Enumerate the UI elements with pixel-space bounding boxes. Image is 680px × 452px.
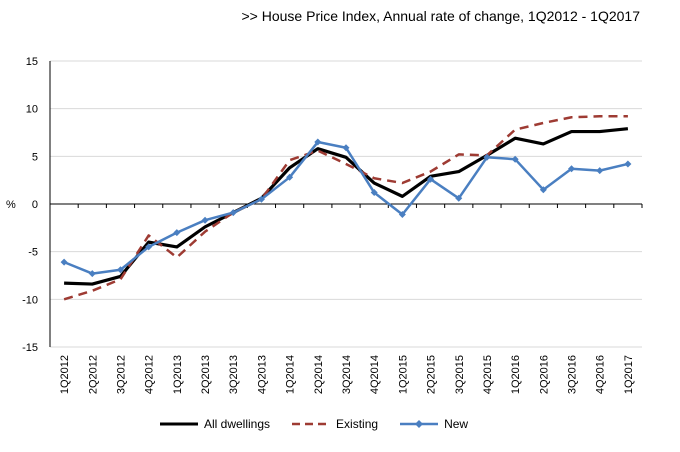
x-tick-label: 3Q2013 [228,355,240,394]
x-tick-label: 1Q2014 [285,355,297,394]
y-axis-label: % [6,199,16,211]
data-point [539,186,547,194]
x-tick-label: 2Q2012 [87,355,99,394]
x-tick-label: 3Q2015 [454,355,466,394]
series-line-all-dwellings [64,127,629,286]
x-tick-label: 4Q2013 [256,355,268,394]
data-point [596,167,604,175]
series-layer [60,115,632,301]
data-point [257,195,265,203]
legend-label-new: New [444,417,469,431]
legend-swatch-all-dwellings [160,422,198,426]
x-tick-label: 3Q2016 [567,355,579,394]
legend: All dwellings Existing New [160,417,468,431]
data-point [568,165,576,173]
x-tick-label: 2Q2016 [538,355,550,394]
x-tick-label: 1Q2013 [172,355,184,394]
legend-item-existing: Existing [292,417,378,431]
data-point [229,209,237,217]
legend-label-existing: Existing [336,417,379,431]
data-point [455,194,463,202]
data-point [173,229,181,237]
label-layer: 15 10 5 0 -5 -10 -15% 1Q2012 2Q2012 3Q2012 4Q2012 1… [6,56,635,394]
x-tick-label: 4Q2015 [482,355,494,394]
x-tick-label: 2Q2014 [313,355,325,394]
y-tick-label: -15 [22,342,38,354]
chart-title: >> House Price Index, Annual rate of cha… [241,8,641,24]
x-tick-label: 1Q2016 [510,355,522,394]
x-tick-label: 1Q2012 [59,355,71,394]
axis-layer [49,61,643,347]
y-tick-label: 0 [32,199,38,211]
data-point [314,138,322,146]
x-tick-label: 3Q2014 [341,355,353,394]
data-point [286,173,294,181]
legend-swatch-new [400,420,439,428]
data-point [342,144,350,152]
data-point [370,189,378,197]
data-point [511,155,519,163]
data-point [483,153,491,161]
data-point [88,270,96,278]
data-point [145,243,153,251]
data-point [427,175,435,183]
x-tick-label: 3Q2012 [115,355,127,394]
x-tick-label: 2Q2015 [426,355,438,394]
legend-item-all-dwellings: All dwellings [160,417,270,431]
legend-item-new: New [400,417,468,431]
x-tick-label: 1Q2017 [623,355,635,394]
data-point [398,210,406,218]
data-point [116,266,124,274]
x-tick-label: 4Q2014 [369,355,381,394]
x-tick-label: 2Q2013 [200,355,212,394]
data-point [60,258,68,266]
y-tick-label: -5 [28,247,38,259]
legend-swatch-existing [292,422,331,426]
data-point [201,216,209,224]
y-tick-label: -10 [22,294,38,306]
legend-label-all-dwellings: All dwellings [204,417,271,431]
x-tick-label: 4Q2016 [595,355,607,394]
x-tick-label: 1Q2015 [397,355,409,394]
x-tick-label: 4Q2012 [144,355,156,394]
data-point [624,160,632,168]
y-tick-label: 5 [32,151,38,163]
series-line-new [63,140,629,275]
y-tick-label: 15 [26,56,38,68]
y-tick-label: 10 [26,104,38,116]
